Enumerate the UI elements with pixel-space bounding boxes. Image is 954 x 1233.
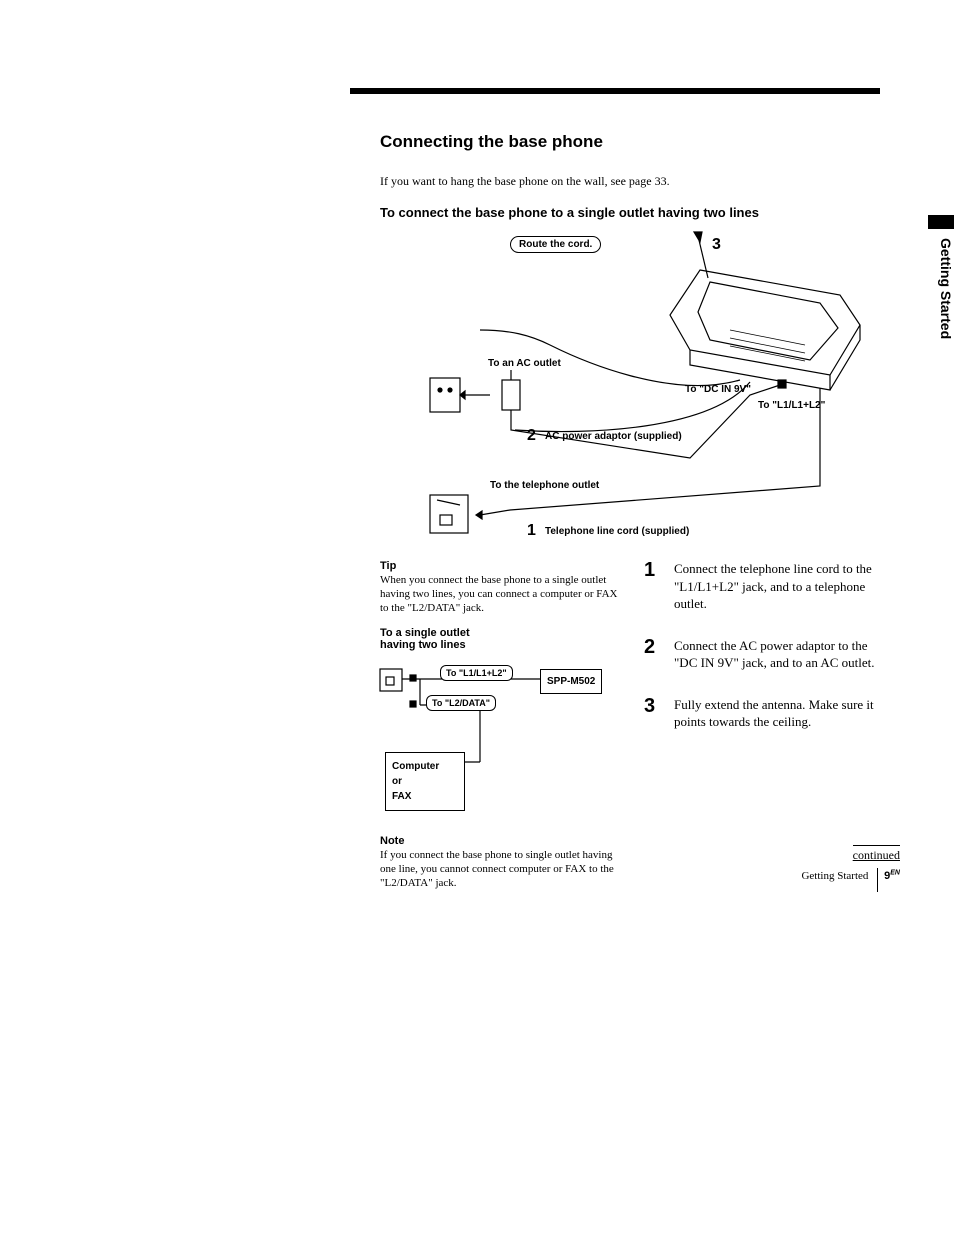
page-heading: Connecting the base phone (380, 132, 910, 152)
diagram2: To "L1/L1+L2" To "L2/DATA" SPP-M502 Comp… (380, 657, 620, 817)
continued-label: continued (853, 845, 900, 863)
step-body-3: Fully extend the antenna. Make sure it p… (674, 696, 884, 731)
diagram-step-1: 1 (527, 522, 536, 540)
d2-label-l1: To "L1/L1+L2" (440, 665, 513, 681)
diagram-step-3: 3 (712, 236, 721, 254)
step-body-2: Connect the AC power adaptor to the "DC … (674, 637, 884, 672)
d2-device-box: Computer or FAX (385, 752, 465, 811)
top-rule (350, 88, 880, 94)
side-tab: Getting Started (938, 238, 954, 339)
diagram-step-2: 2 (527, 427, 536, 445)
note-heading: Note (380, 835, 620, 847)
page-content: Connecting the base phone If you want to… (350, 88, 910, 903)
label-route-cord: Route the cord. (510, 236, 601, 253)
step-num-1: 1 (644, 560, 664, 613)
intro-text: If you want to hang the base phone on th… (380, 174, 910, 189)
side-tab-marker (928, 215, 954, 229)
step-num-2: 2 (644, 637, 664, 672)
label-to-tel-outlet: To the telephone outlet (490, 480, 599, 491)
diagram-svg (410, 230, 890, 550)
footer-section: Getting Started (801, 870, 874, 882)
footer-page: 9EN (877, 868, 900, 892)
tip-body: When you connect the base phone to a sin… (380, 574, 620, 615)
diagram2-title: To a single outlet having two lines (380, 627, 620, 651)
label-ac-adaptor: AC power adaptor (supplied) (545, 431, 682, 442)
d2-label-l2: To "L2/DATA" (426, 695, 496, 711)
label-to-ac: To an AC outlet (488, 358, 561, 369)
label-to-dcin: To "DC IN 9V" (685, 384, 751, 395)
step-num-3: 3 (644, 696, 664, 731)
label-tel-cord: Telephone line cord (supplied) (545, 526, 689, 537)
step-2: 2 Connect the AC power adaptor to the "D… (644, 637, 884, 672)
tip-heading: Tip (380, 560, 620, 572)
page-footer: continued Getting Started 9EN (760, 845, 900, 882)
note-body: If you connect the base phone to single … (380, 849, 620, 890)
step-3: 3 Fully extend the antenna. Make sure it… (644, 696, 884, 731)
label-to-jack: To "L1/L1+L2" (758, 400, 825, 411)
left-column: Tip When you connect the base phone to a… (380, 560, 620, 903)
connection-diagram: Route the cord. 3 To an AC outlet To "DC… (410, 230, 890, 550)
step-1: 1 Connect the telephone line cord to the… (644, 560, 884, 613)
subheading: To connect the base phone to a single ou… (380, 205, 910, 220)
footer-row: Getting Started 9EN (760, 869, 900, 882)
step-body-1: Connect the telephone line cord to the "… (674, 560, 884, 613)
d2-model-box: SPP-M502 (540, 669, 602, 694)
